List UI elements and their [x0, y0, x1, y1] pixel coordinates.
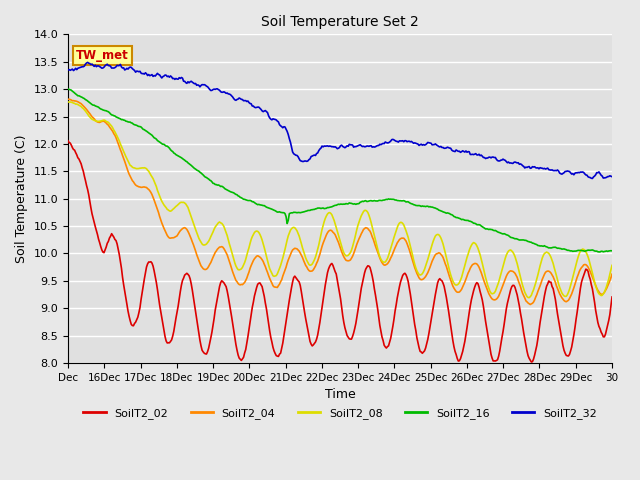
Y-axis label: Soil Temperature (C): Soil Temperature (C) — [15, 134, 28, 263]
Title: Soil Temperature Set 2: Soil Temperature Set 2 — [261, 15, 419, 29]
Legend: SoilT2_02, SoilT2_04, SoilT2_08, SoilT2_16, SoilT2_32: SoilT2_02, SoilT2_04, SoilT2_08, SoilT2_… — [79, 403, 601, 423]
X-axis label: Time: Time — [324, 388, 355, 401]
Text: TW_met: TW_met — [76, 49, 129, 62]
